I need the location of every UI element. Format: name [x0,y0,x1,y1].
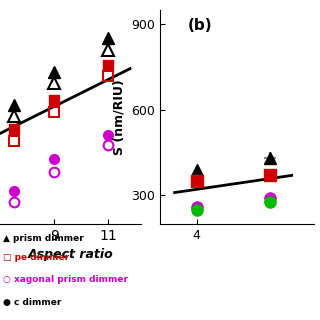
X-axis label: Aspect ratio: Aspect ratio [28,248,113,261]
Text: □ pe dimmer: □ pe dimmer [3,253,69,262]
Y-axis label: S (nm/RIU): S (nm/RIU) [113,79,126,155]
Text: ○ xagonal prism dimmer: ○ xagonal prism dimmer [3,275,128,284]
Text: ▲ prism dimmer: ▲ prism dimmer [3,234,84,243]
Text: ● c dimmer: ● c dimmer [3,298,61,307]
Text: (b): (b) [188,18,212,33]
